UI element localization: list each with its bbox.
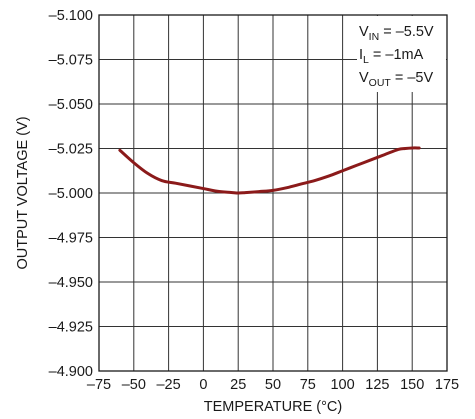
series-group <box>118 146 421 195</box>
annotation-value: = –5.5V <box>379 24 434 40</box>
y-tick-label: –4.975 <box>49 231 93 247</box>
x-tick-label: 175 <box>435 377 459 393</box>
y-tick-label: –5.050 <box>49 97 93 113</box>
y-tick-labels: –5.100 –5.075 –5.050 –5.025 –5.000 –4.975 –4.9… <box>49 8 93 380</box>
y-tick-label: –5.075 <box>49 53 93 69</box>
y-tick-label: –5.000 <box>49 186 93 202</box>
annotation-symbol: V <box>359 70 369 86</box>
x-tick-label: 50 <box>265 377 281 393</box>
y-tick-label: –4.950 <box>49 275 93 291</box>
x-tick-label: 100 <box>330 377 354 393</box>
x-tick-labels: –75 –50 –25 0 25 50 75 100 125 150 175 <box>87 377 459 393</box>
annotation-subscript: L <box>363 54 369 66</box>
annotation-value: = –5V <box>391 70 434 86</box>
legend-box <box>357 16 446 92</box>
series-line <box>118 146 421 195</box>
annotation-subscript: OUT <box>369 77 392 89</box>
x-tick-label: –75 <box>87 377 111 393</box>
annotation-value: = –1mA <box>369 47 424 63</box>
y-tick-label: –4.900 <box>49 364 93 380</box>
x-tick-label: –50 <box>122 377 146 393</box>
annotation-line: VOUT = –5V <box>359 70 433 89</box>
y-axis-title: OUTPUT VOLTAGE (V) <box>15 116 31 269</box>
y-tick-label: –5.025 <box>49 142 93 158</box>
plot-frame <box>98 14 448 372</box>
x-tick-label: 125 <box>365 377 389 393</box>
y-tick-label: –4.925 <box>49 320 93 336</box>
annotation-line: IL = –1mA <box>359 47 424 66</box>
annotation-symbol: V <box>359 24 369 40</box>
y-tick-label: –5.100 <box>49 8 93 24</box>
x-tick-label: 75 <box>300 377 316 393</box>
annotation-symbol: I <box>359 47 363 63</box>
x-tick-label: 0 <box>199 377 207 393</box>
x-tick-label: 25 <box>230 377 246 393</box>
x-tick-label: –25 <box>156 377 180 393</box>
annotation-line: VIN = –5.5V <box>359 24 434 43</box>
x-tick-label: 150 <box>400 377 424 393</box>
x-axis-title: TEMPERATURE (°C) <box>204 399 342 415</box>
annotation-subscript: IN <box>369 31 380 43</box>
